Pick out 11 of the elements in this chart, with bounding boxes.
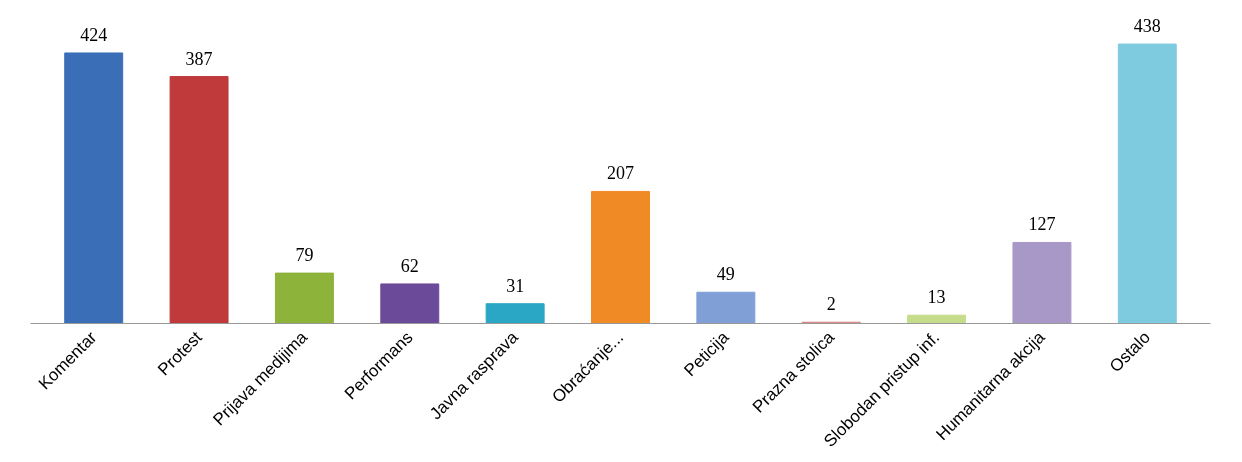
data-label: 438: [1133, 16, 1161, 37]
data-label: 387: [185, 48, 213, 69]
data-label: 127: [1028, 214, 1056, 235]
data-label: 49: [716, 264, 735, 285]
data-label: 13: [927, 287, 946, 308]
data-label: 207: [607, 163, 634, 184]
data-label: 31: [506, 275, 525, 296]
data-label: 424: [80, 24, 108, 45]
data-label: 62: [400, 255, 419, 276]
data-label: 79: [295, 245, 314, 266]
data-label: 2: [826, 294, 836, 315]
